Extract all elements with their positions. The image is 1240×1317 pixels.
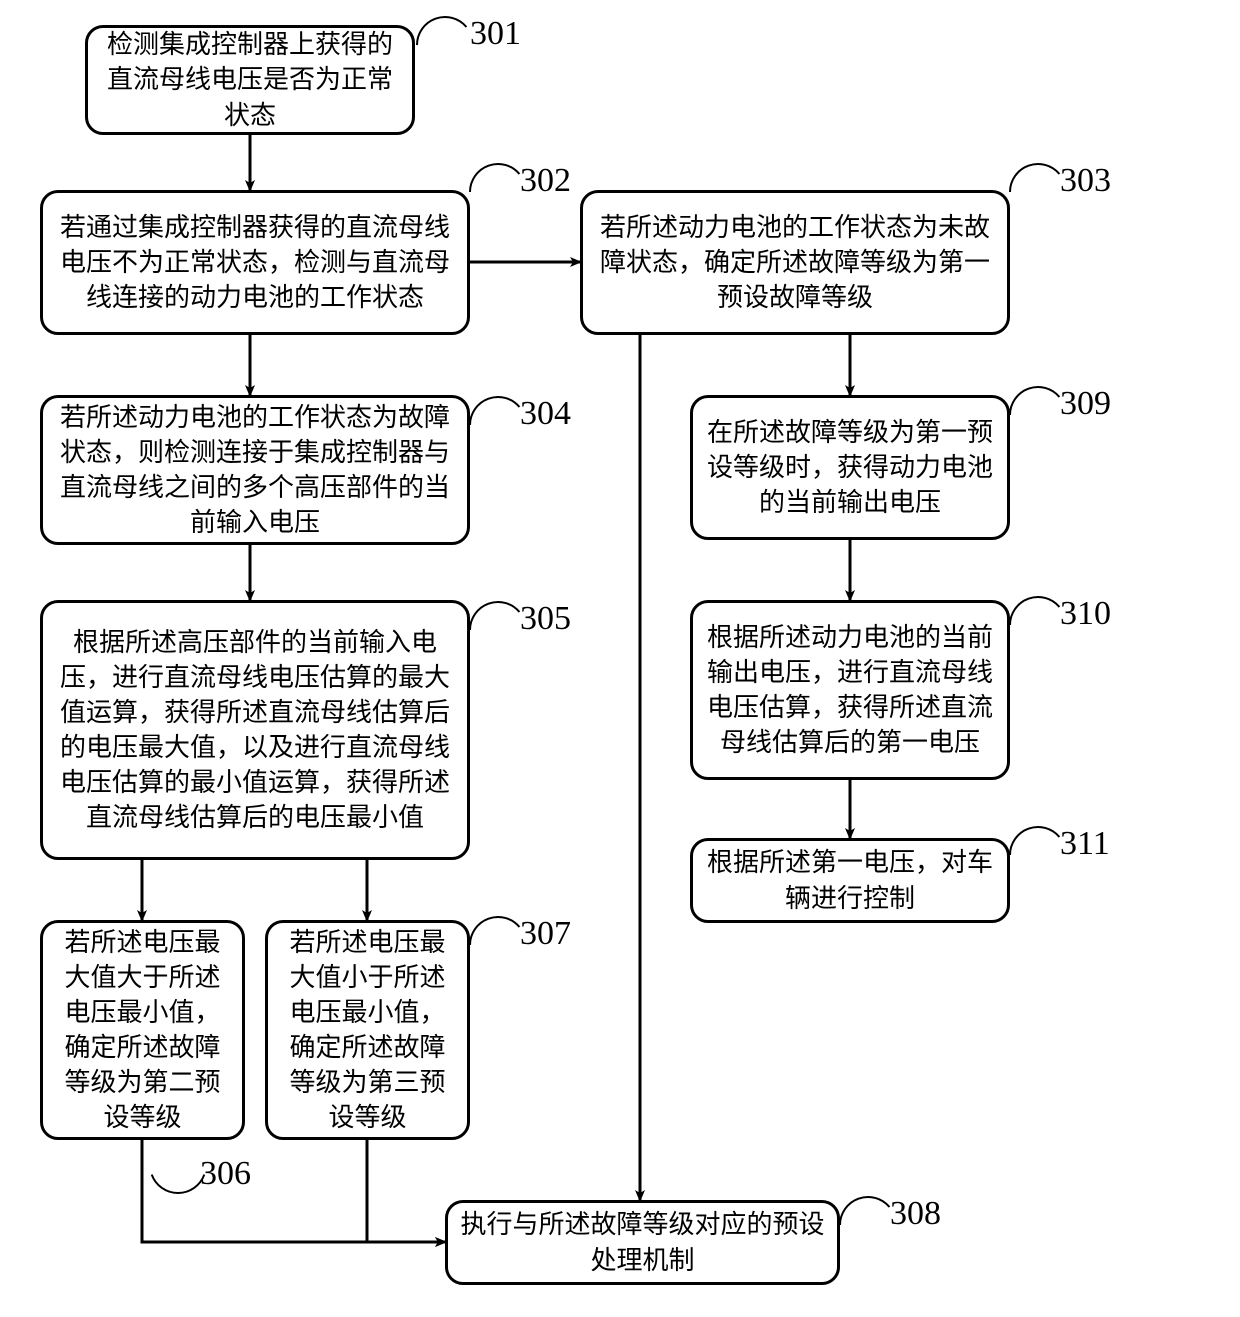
ref-label-301: 301 xyxy=(470,15,521,53)
flow-node-311: 根据所述第一电压，对车辆进行控制 xyxy=(690,838,1010,923)
node-text: 检测集成控制器上获得的直流母线电压是否为正常状态 xyxy=(100,27,400,132)
node-text: 根据所述第一电压，对车辆进行控制 xyxy=(705,845,995,915)
ref-label-307: 307 xyxy=(520,915,571,953)
ref-label-310: 310 xyxy=(1060,595,1111,633)
ref-label-311: 311 xyxy=(1060,825,1110,863)
flow-node-303: 若所述动力电池的工作状态为未故障状态，确定所述故障等级为第一预设故障等级 xyxy=(580,190,1010,335)
node-text: 执行与所述故障等级对应的预设处理机制 xyxy=(460,1207,825,1277)
node-text: 若所述电压最大值小于所述电压最小值，确定所述故障等级为第三预设等级 xyxy=(280,925,455,1136)
node-text: 若所述动力电池的工作状态为故障状态，则检测连接于集成控制器与直流母线之间的多个高… xyxy=(55,400,455,540)
node-text: 根据所述动力电池的当前输出电压，进行直流母线电压估算，获得所述直流母线估算后的第… xyxy=(705,620,995,760)
node-text: 若所述电压最大值大于所述电压最小值，确定所述故障等级为第二预设等级 xyxy=(55,925,230,1136)
node-text: 若通过集成控制器获得的直流母线电压不为正常状态，检测与直流母线连接的动力电池的工… xyxy=(55,210,455,315)
ref-label-302: 302 xyxy=(520,162,571,200)
flow-node-310: 根据所述动力电池的当前输出电压，进行直流母线电压估算，获得所述直流母线估算后的第… xyxy=(690,600,1010,780)
ref-label-308: 308 xyxy=(890,1195,941,1233)
flow-node-309: 在所述故障等级为第一预设等级时，获得动力电池的当前输出电压 xyxy=(690,395,1010,540)
flow-node-305: 根据所述高压部件的当前输入电压，进行直流母线电压估算的最大值运算，获得所述直流母… xyxy=(40,600,470,860)
flow-node-302: 若通过集成控制器获得的直流母线电压不为正常状态，检测与直流母线连接的动力电池的工… xyxy=(40,190,470,335)
flow-node-308: 执行与所述故障等级对应的预设处理机制 xyxy=(445,1200,840,1285)
ref-label-309: 309 xyxy=(1060,385,1111,423)
ref-label-305: 305 xyxy=(520,600,571,638)
flow-node-307: 若所述电压最大值小于所述电压最小值，确定所述故障等级为第三预设等级 xyxy=(265,920,470,1140)
flow-node-306: 若所述电压最大值大于所述电压最小值，确定所述故障等级为第二预设等级 xyxy=(40,920,245,1140)
node-text: 若所述动力电池的工作状态为未故障状态，确定所述故障等级为第一预设故障等级 xyxy=(595,210,995,315)
ref-label-306: 306 xyxy=(200,1155,251,1193)
ref-label-303: 303 xyxy=(1060,162,1111,200)
flow-node-301: 检测集成控制器上获得的直流母线电压是否为正常状态 xyxy=(85,25,415,135)
node-text: 根据所述高压部件的当前输入电压，进行直流母线电压估算的最大值运算，获得所述直流母… xyxy=(55,625,455,836)
ref-label-304: 304 xyxy=(520,395,571,433)
flow-node-304: 若所述动力电池的工作状态为故障状态，则检测连接于集成控制器与直流母线之间的多个高… xyxy=(40,395,470,545)
node-text: 在所述故障等级为第一预设等级时，获得动力电池的当前输出电压 xyxy=(705,415,995,520)
